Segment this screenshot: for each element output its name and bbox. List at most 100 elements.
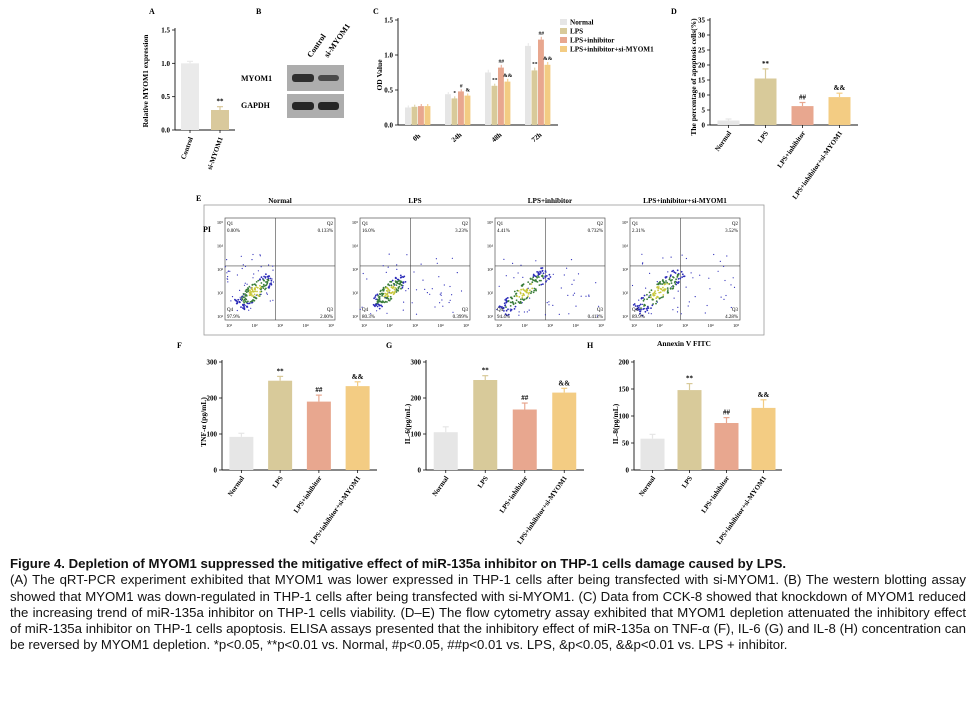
panel-c-legend-swatch [560,19,567,25]
panel-g-category-label: LPS+inhibitor [498,475,529,515]
flow-event-dot [439,302,441,304]
flow-event-dot [652,292,654,295]
panel-e-frame [203,204,765,336]
flow-event-dot [264,288,266,291]
flow-event-dot [575,305,577,307]
flow-y-tick-label: 10¹ [487,314,494,319]
panel-h-ytick-label: 100 [619,413,630,421]
flow-event-dot [533,287,536,290]
flow-q1-value: 2.31% [632,229,645,234]
flow-event-dot [260,282,263,284]
flow-event-dot [402,309,404,311]
flow-event-dot [644,304,646,307]
panel-f-category-label: Normal [226,475,246,498]
flow-event-dot [237,301,239,303]
flow-event-dot [657,282,660,285]
flow-y-tick-label: 10⁵ [622,220,629,225]
flow-event-dot [513,308,516,310]
flow-y-tick-label: 10² [217,291,224,296]
flow-event-dot [460,290,463,292]
flow-event-dot [498,305,501,308]
figure-caption: Figure 4. Depletion of MYOM1 suppressed … [10,556,966,654]
flow-event-dot [260,266,262,268]
flow-event-dot [504,299,507,301]
flow-event-dot [403,301,405,303]
flow-y-tick-label: 10⁴ [352,244,359,249]
flow-event-dot [435,258,437,260]
flow-event-dot [449,299,451,301]
flow-x-tick-label: 10⁴ [707,323,714,328]
panel-c-bar [424,106,431,125]
flow-event-dot [244,304,246,306]
flow-event-dot [635,308,638,311]
flow-event-dot [661,289,664,292]
flow-event-dot [539,270,541,273]
flow-event-dot [272,265,274,267]
flow-event-dot [379,290,382,293]
flow-event-dot [267,277,270,280]
panel-c-bar [498,67,504,125]
flow-event-dot [249,301,252,303]
flow-event-dot [245,288,248,291]
flow-event-dot [675,281,678,284]
panel-h-chart: H IL-8(pg/mL) 0 50 100 150 200 Normal ** LPS ## L… [587,341,782,546]
flow-event-dot [431,288,433,290]
flow-event-dot [558,313,560,315]
flow-q3-value: 4.28% [725,315,738,320]
flow-event-dot [540,267,542,270]
flow-event-dot [244,293,246,295]
flow-event-dot [234,299,237,302]
flow-event-dot [656,283,659,286]
flow-event-dot [270,279,273,282]
flow-event-dot [443,284,445,286]
flow-event-dot [266,293,268,295]
flow-event-dot [270,282,272,285]
flow-q4-label: Q4 [362,308,369,313]
flow-event-dot [255,294,257,296]
flow-event-dot [692,277,694,279]
panel-f-chart: F TNF-α (pg/mL) 0 100 200 300 Normal ** LPS ## L… [177,341,377,546]
panel-c-bar [418,106,424,125]
flow-event-dot [503,258,505,260]
flow-event-dot [662,279,664,281]
flow-event-dot [243,298,246,301]
flow-event-dot [546,279,548,281]
flow-event-dot [673,281,676,284]
flow-event-dot [532,273,535,276]
flow-event-dot [539,272,542,274]
flow-event-dot [240,306,242,308]
flow-event-dot [226,259,228,261]
flow-event-dot [361,306,363,308]
flow-event-dot [595,282,597,284]
panel-a-ytick-label: 0.5 [161,93,170,101]
flow-event-dot [265,284,268,286]
flow-event-dot [530,292,532,295]
flow-y-tick-label: 10¹ [217,314,224,319]
flow-event-dot [380,301,383,304]
flow-event-dot [652,294,655,297]
panel-a-category-label: Control [179,136,194,161]
flow-event-dot [373,297,375,300]
flow-event-dot [674,283,677,285]
panel-d-chart: D The percentage of apoptosis cells(%) 0… [671,7,858,200]
flow-event-dot [660,296,663,299]
flow-x-tick-label: 10¹ [631,323,638,328]
flow-event-dot [452,311,454,313]
lane-label-si-myom1: si-MYOM1 [322,22,352,59]
flow-event-dot [542,283,544,285]
flow-event-dot [526,291,528,294]
flow-event-dot [392,286,395,289]
flow-event-dot [264,276,267,279]
flow-event-dot [530,283,533,285]
flow-event-dot [268,285,271,287]
flow-event-dot [390,280,393,283]
flow-event-dot [568,313,570,315]
flow-event-dot [527,281,530,283]
blot-gapdh-band-control [292,102,314,110]
flow-event-dot [677,278,680,280]
flow-event-dot [588,295,590,297]
flow-event-dot [401,286,404,289]
flow-event-dot [242,307,244,309]
flow-event-dot [241,267,243,270]
flow-q2-value: 0.133% [318,229,333,234]
